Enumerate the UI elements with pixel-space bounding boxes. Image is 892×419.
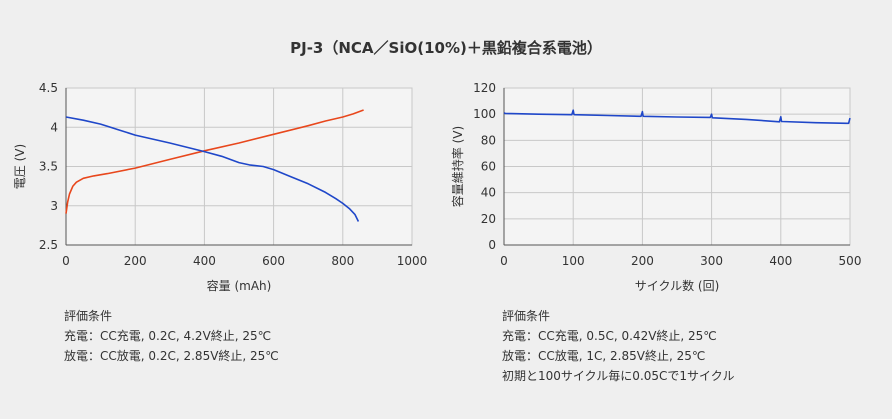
right-y-tick-label: 120 — [473, 81, 496, 95]
conditions-right-heading: 評価条件 — [502, 309, 551, 323]
left-y-tick-label: 4 — [50, 120, 58, 134]
left-y-tick-label: 4.5 — [39, 81, 58, 95]
right-x-tick-label: 300 — [700, 254, 723, 268]
left-x-tick-label: 800 — [331, 254, 354, 268]
left-x-tick-label: 400 — [193, 254, 216, 268]
conditions-right-line: 充電：CC充電, 0.5C, 0.42V終止, 25℃ — [502, 329, 717, 343]
right-x-tick-label: 100 — [562, 254, 585, 268]
conditions-left-line: 充電：CC充電, 0.2C, 4.2V終止, 25℃ — [64, 329, 272, 343]
right-chart-group: 0 20 40 60 80 100 120 0 100 200 300 400 500 サイクル数 (回)… — [450, 81, 861, 293]
left-x-axis-label: 容量 (mAh) — [207, 278, 272, 293]
left-discharge-series-line — [65, 116, 360, 222]
right-y-tick-label: 40 — [481, 186, 496, 200]
conditions-right-line: 初期と100サイクル毎に0.05Cで1サイクル — [502, 369, 735, 383]
right-discharge-series-line — [503, 109, 851, 125]
right-y-tick-label: 100 — [473, 107, 496, 121]
right-y-axis-label: 容量維持率 (V) — [450, 126, 465, 207]
conditions-left-line: 放電：CC放電, 0.2C, 2.85V終止, 25℃ — [64, 349, 279, 363]
right-x-tick-label: 400 — [769, 254, 792, 268]
right-y-tick-label: 80 — [481, 133, 496, 147]
right-y-tick-label: 20 — [481, 212, 496, 226]
conditions-right: 評価条件 充電：CC充電, 0.5C, 0.42V終止, 25℃ 放電：CC放電… — [502, 306, 734, 386]
chart-title: PJ-3（NCA／SiO(10%)＋黒鉛複合系電池） — [290, 39, 602, 57]
conditions-left: 評価条件 充電：CC充電, 0.2C, 4.2V終止, 25℃ 放電：CC放電,… — [64, 306, 279, 366]
left-y-tick-label: 3.5 — [39, 160, 58, 174]
left-x-tick-label: 200 — [124, 254, 147, 268]
right-x-tick-label: 0 — [500, 254, 508, 268]
right-y-tick-label: 60 — [481, 160, 496, 174]
left-y-axis-label: 電圧 (V) — [13, 144, 27, 189]
right-x-axis-label: サイクル数 (回) — [635, 278, 720, 293]
conditions-right-line: 放電：CC放電, 1C, 2.85V終止, 25℃ — [502, 349, 706, 363]
left-x-tick-label: 1000 — [397, 254, 428, 268]
right-x-tick-label: 500 — [839, 254, 862, 268]
left-y-tick-label: 3 — [50, 199, 58, 213]
conditions-left-heading: 評価条件 — [64, 309, 113, 323]
left-chart-group: 2.5 3 3.5 4 4.5 0 200 400 600 800 1000 容量 (mAh) 電圧 (… — [13, 81, 427, 293]
right-x-tick-label: 200 — [631, 254, 654, 268]
left-y-tick-label: 2.5 — [39, 238, 58, 252]
right-y-tick-label: 0 — [488, 238, 496, 252]
left-x-tick-label: 600 — [262, 254, 285, 268]
left-charge-series-line — [65, 109, 364, 214]
left-x-tick-label: 0 — [62, 254, 70, 268]
